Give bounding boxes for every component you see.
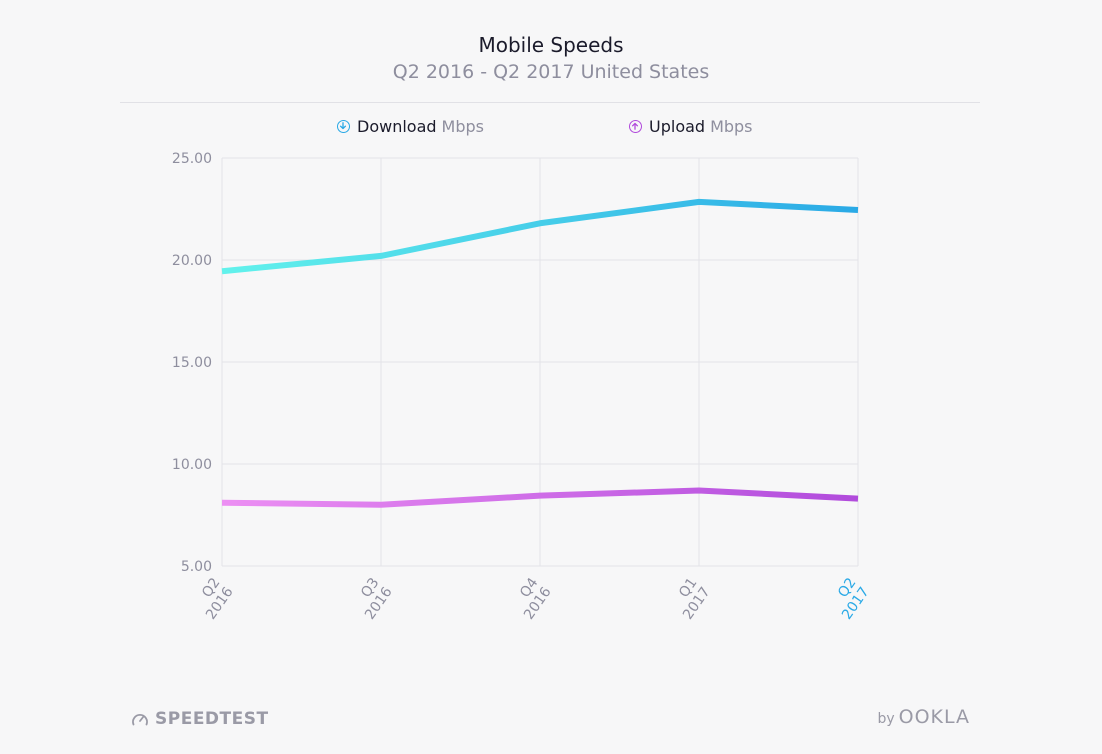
- ookla-wordmark: OOKLA: [898, 706, 970, 728]
- ookla-by-text: by: [877, 711, 895, 727]
- arrow-up-circle-icon: [629, 120, 642, 133]
- series-line-upload: [221, 487, 859, 508]
- series-lines: [221, 198, 859, 508]
- y-tick-label: 15.00: [172, 355, 212, 371]
- legend-label-upload: Upload: [649, 117, 706, 136]
- header-divider: [120, 102, 980, 103]
- chart-title: Mobile Speeds: [478, 33, 624, 57]
- series-line-download: [221, 198, 859, 275]
- y-axis: 25.00 20.00 15.00 10.00 5.00: [172, 151, 212, 575]
- arrow-down-circle-icon: [337, 120, 350, 133]
- legend-unit-download: Mbps: [441, 117, 484, 136]
- chart-subtitle: Q2 2016 - Q2 2017 United States: [392, 61, 710, 83]
- y-tick-label: 10.00: [172, 457, 212, 473]
- speedometer-icon: [132, 714, 148, 726]
- legend-item-upload: Upload Mbps: [629, 117, 753, 136]
- y-tick-label: 5.00: [181, 559, 212, 575]
- legend-label-download: Download: [357, 117, 437, 136]
- legend-unit-upload: Mbps: [710, 117, 753, 136]
- legend-item-download: Download Mbps: [337, 117, 484, 136]
- ookla-logo: by OOKLA: [877, 706, 970, 728]
- y-tick-label: 20.00: [172, 253, 212, 269]
- y-tick-label: 25.00: [172, 151, 212, 167]
- speedtest-logo: SPEEDTEST: [131, 709, 269, 729]
- speedtest-wordmark: SPEEDTEST: [155, 709, 269, 729]
